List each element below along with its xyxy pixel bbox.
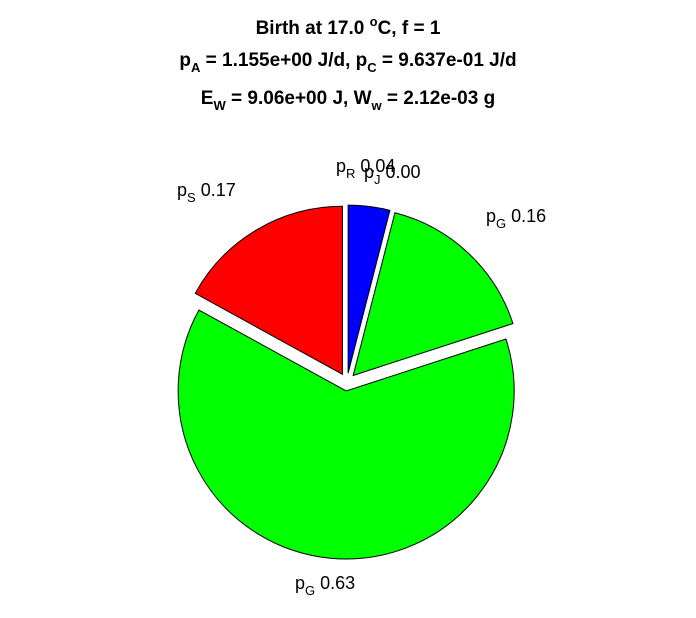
- slice-label-1: pJ 0.00: [364, 162, 421, 187]
- title-line-1: Birth at 17.0 oC, f = 1: [256, 14, 441, 39]
- slice-label-0: pR 0.04: [336, 156, 395, 181]
- title-line-3: EW = 9.06e+00 J, Ww = 2.12e-03 g: [201, 88, 495, 113]
- chart-title: Birth at 17.0 oC, f = 1 pA = 1.155e+00 J/…: [179, 14, 516, 113]
- slice-label-4: pS 0.17: [177, 180, 236, 205]
- pie-slice-pg-3: [177, 309, 515, 560]
- slice-label-3: pG 0.63: [295, 573, 355, 598]
- pie-slice-ps-4: [194, 205, 343, 376]
- pie-slice-pg-2: [352, 212, 514, 377]
- title-line-2: pA = 1.155e+00 J/d, pC = 9.637e-01 J/d: [179, 50, 516, 75]
- pie-slices: [177, 204, 515, 560]
- pie-slice-pr-0: [347, 204, 391, 374]
- slice-label-2: pG 0.16: [486, 206, 546, 231]
